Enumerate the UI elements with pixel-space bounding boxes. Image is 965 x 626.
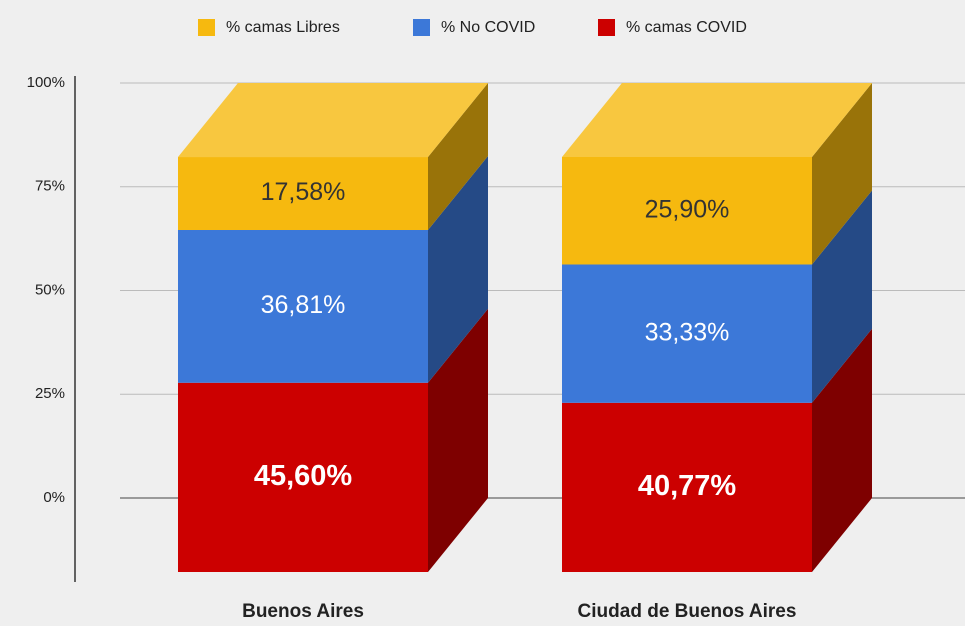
bar-top — [178, 83, 488, 158]
bar-side — [428, 83, 488, 230]
data-label: 33,33% — [645, 318, 730, 346]
data-label: 45,60% — [254, 460, 353, 492]
legend-label: % No COVID — [441, 19, 535, 36]
legend-swatch — [198, 19, 215, 36]
bar-top — [562, 83, 872, 157]
bar-front — [178, 157, 428, 230]
bar-side — [812, 328, 872, 572]
legend-swatch — [413, 19, 430, 36]
bar-side — [812, 83, 872, 265]
bar-front — [562, 402, 812, 572]
legend-label: % camas Libres — [226, 19, 340, 36]
y-tick-label: 0% — [43, 489, 65, 506]
data-label: 36,81% — [261, 291, 346, 319]
bar-front — [178, 229, 428, 383]
y-tick-label: 50% — [35, 281, 65, 298]
bar-side — [428, 155, 488, 383]
y-tick-label: 75% — [35, 178, 65, 195]
x-tick-label: Buenos Aires — [242, 601, 364, 622]
y-tick-label: 100% — [27, 74, 65, 91]
data-label: 17,58% — [261, 178, 346, 206]
data-label: 25,90% — [645, 195, 730, 223]
bar-side — [428, 308, 488, 572]
x-tick-label: Ciudad de Buenos Aires — [578, 601, 797, 622]
bar-front — [562, 157, 812, 265]
y-tick-label: 25% — [35, 385, 65, 402]
bar-front — [562, 264, 812, 403]
bar-side — [812, 190, 872, 403]
legend-swatch — [598, 19, 615, 36]
bar-front — [178, 382, 428, 572]
data-label: 40,77% — [638, 470, 737, 502]
legend-label: % camas COVID — [626, 19, 747, 36]
